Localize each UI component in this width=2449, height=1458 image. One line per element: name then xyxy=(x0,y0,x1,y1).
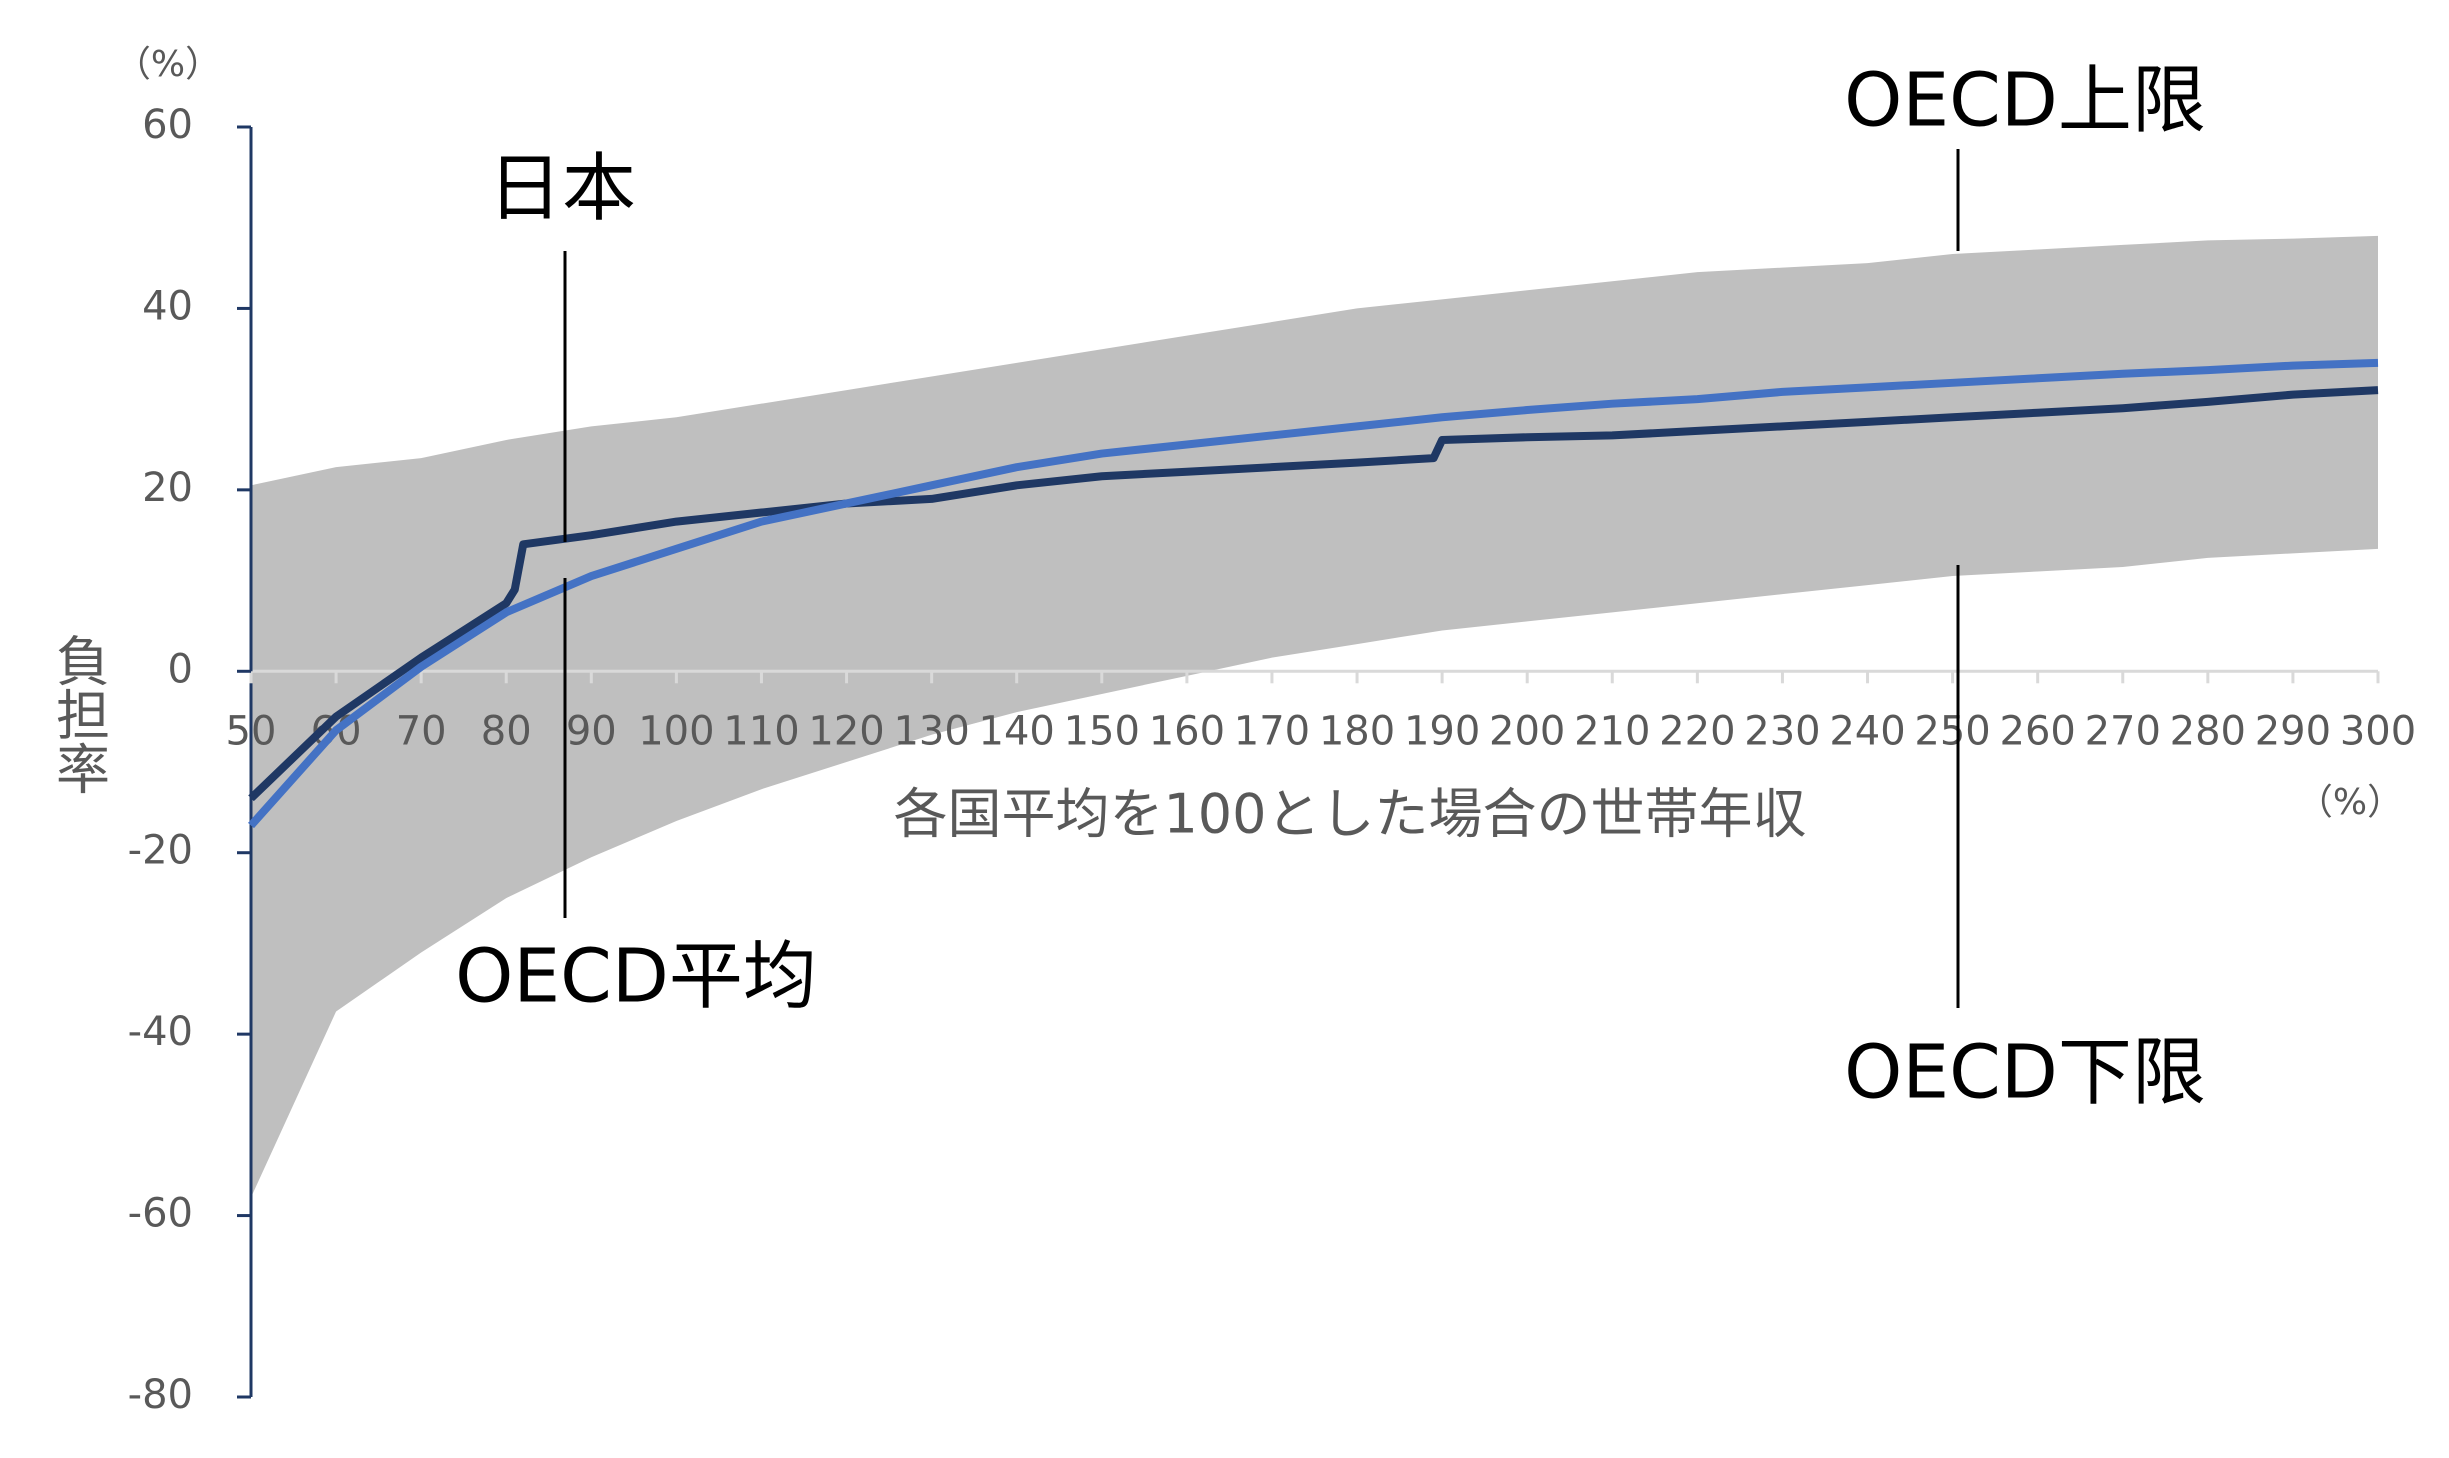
x-tick-label: 170 xyxy=(1234,708,1310,754)
x-tick-label: 180 xyxy=(1319,708,1395,754)
y-unit: （%） xyxy=(115,44,221,85)
x-tick-label: 110 xyxy=(723,708,799,754)
series-line xyxy=(248,358,2379,829)
x-axis-label: 各国平均を100とした場合の世帯年収 xyxy=(893,783,1806,846)
x-tick-label: 230 xyxy=(1744,708,1820,754)
x-tick-label: 100 xyxy=(638,708,714,754)
x-tick-label: 190 xyxy=(1404,708,1480,754)
x-tick-label: 150 xyxy=(1064,708,1140,754)
x-tick-label: 90 xyxy=(566,708,617,754)
callout-label: OECD下限 xyxy=(1844,1030,2206,1116)
x-tick-label: 290 xyxy=(2255,708,2331,754)
x-tick-label: 300 xyxy=(2340,708,2416,754)
callout-label: OECD平均 xyxy=(455,934,817,1020)
x-tick-label: 80 xyxy=(481,708,532,754)
y-axis-label: 負担率 xyxy=(47,633,110,795)
x-tick-label: 220 xyxy=(1659,708,1735,754)
x-tick-label: 50 xyxy=(226,708,277,754)
series-line xyxy=(248,386,2379,802)
callout-label: 日本 xyxy=(488,146,636,232)
x-tick-label: 250 xyxy=(1914,708,1990,754)
y-tick-label: -60 xyxy=(128,1191,193,1237)
y-tick-label: 40 xyxy=(142,283,193,329)
x-tick-label: 140 xyxy=(979,708,1055,754)
x-tick-label: 260 xyxy=(2000,708,2076,754)
x-tick-label: 270 xyxy=(2085,708,2161,754)
x-tick-label: 70 xyxy=(396,708,447,754)
x-tick-label: 210 xyxy=(1574,708,1650,754)
callout-label: OECD上限 xyxy=(1844,58,2206,144)
y-tick-label: -40 xyxy=(128,1009,193,1055)
oecd-range-band xyxy=(251,235,2378,1198)
x-tick-label: 240 xyxy=(1829,708,1905,754)
x-tick-label: 160 xyxy=(1149,708,1225,754)
x-tick-label: 200 xyxy=(1489,708,1565,754)
y-tick-label: 20 xyxy=(142,465,193,511)
y-tick-label: 60 xyxy=(142,102,193,148)
y-tick-label: -20 xyxy=(128,828,193,874)
y-tick-label: -80 xyxy=(128,1372,193,1418)
x-unit: （%） xyxy=(2297,782,2403,823)
x-tick-label: 280 xyxy=(2170,708,2246,754)
y-tick-label: 0 xyxy=(168,646,193,692)
x-tick-label: 120 xyxy=(808,708,884,754)
x-tick-label: 130 xyxy=(893,708,969,754)
